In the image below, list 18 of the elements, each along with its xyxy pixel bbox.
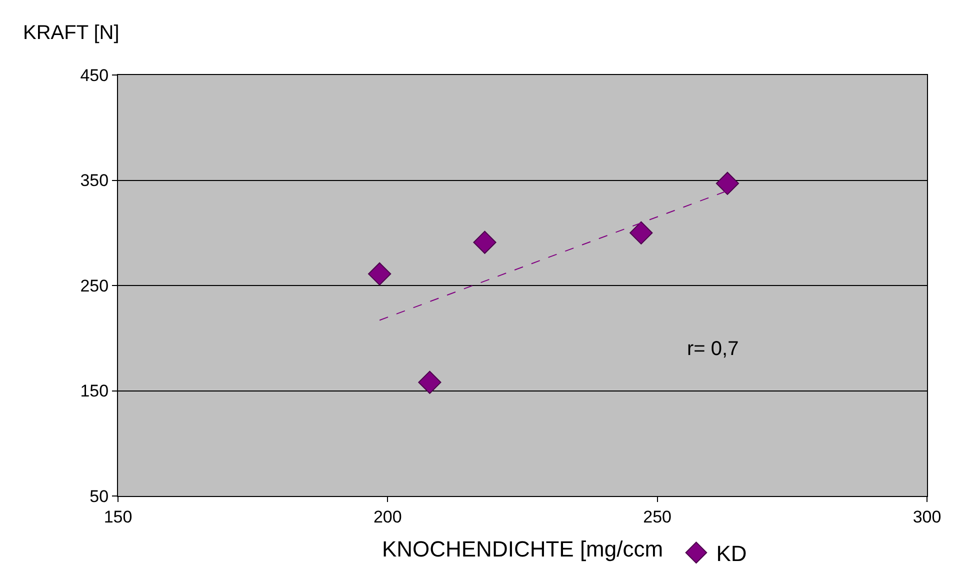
x-tick-label: 200 (373, 507, 402, 526)
x-tick-label: 300 (912, 507, 942, 526)
point (630, 221, 653, 244)
y-tick-label: 450 (80, 66, 109, 85)
annotation: r= 0,7 (687, 338, 739, 360)
x-tick-label: 250 (643, 507, 672, 526)
x-tick-label: 150 (104, 507, 132, 526)
point (368, 262, 392, 286)
y-tick-label: 150 (80, 382, 109, 401)
y-tick-label: 350 (80, 171, 109, 190)
x-axis-title: KNOCHENDICHTE [mg/ccm (382, 536, 664, 562)
y-tick-label: 50 (90, 486, 109, 506)
legend-label: KD (716, 541, 747, 566)
point (473, 230, 496, 254)
point (716, 172, 739, 195)
y-axis-title: KRAFT [N] (23, 22, 120, 44)
y-tick-label: 250 (80, 276, 109, 296)
point (418, 370, 442, 394)
